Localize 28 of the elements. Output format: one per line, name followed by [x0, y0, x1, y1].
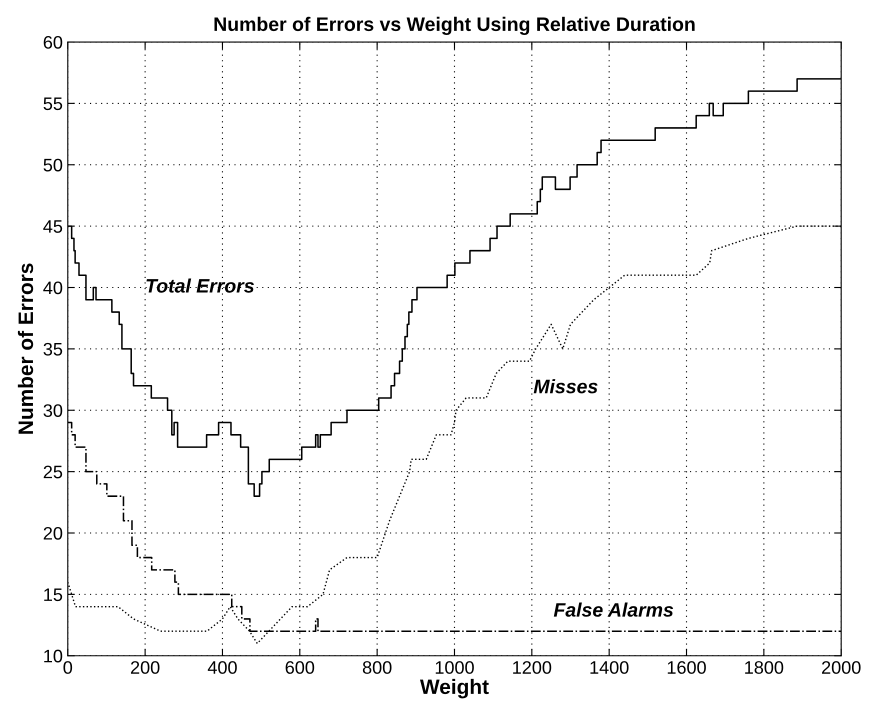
series-label: False Alarms: [554, 602, 674, 617]
x-tick-label: 600: [286, 661, 314, 674]
y-tick-label: 25: [44, 466, 62, 478]
x-tick-label: 2000: [822, 661, 861, 674]
y-tick-label: 55: [44, 98, 62, 110]
series-label: Total Errors: [146, 278, 254, 293]
y-tick-label: 45: [43, 220, 62, 233]
y-tick-label: 20: [44, 526, 62, 540]
chart-title: Number of Errors vs Weight Using Relative Duration: [214, 16, 695, 36]
x-tick-label: 1200: [513, 661, 552, 674]
y-tick-label: 15: [44, 588, 62, 602]
y-tick-label: 50: [44, 158, 62, 172]
x-tick-label: 1000: [436, 661, 474, 674]
x-tick-label: 1800: [745, 661, 784, 674]
y-axis-title: Number of Errors: [18, 263, 34, 434]
y-tick-label: 40: [43, 281, 62, 294]
x-tick-label: 800: [362, 661, 392, 674]
x-tick-label: 0: [63, 661, 72, 674]
x-tick-label: 200: [130, 661, 160, 674]
y-tick-label: 60: [44, 36, 62, 49]
x-axis-title: Weight: [420, 678, 489, 698]
y-tick-label: 35: [44, 342, 62, 356]
series-label: Misses: [534, 379, 598, 394]
x-tick-label: 400: [208, 661, 237, 674]
x-tick-label: 1400: [590, 661, 629, 674]
x-tick-label: 1600: [668, 661, 706, 674]
y-tick-label: 30: [44, 404, 62, 417]
y-tick-label: 10: [44, 650, 62, 662]
